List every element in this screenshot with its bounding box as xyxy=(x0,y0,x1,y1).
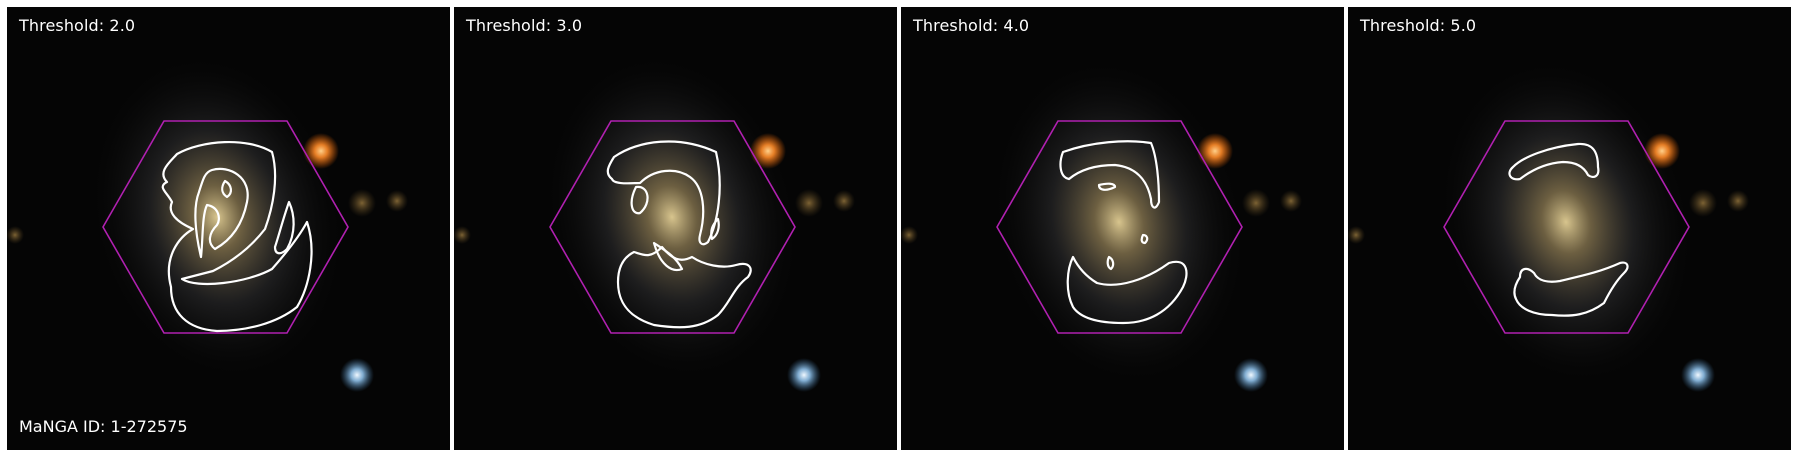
dim-star xyxy=(348,189,376,217)
contour-core-fragment xyxy=(652,241,684,272)
threshold-label: Threshold: 4.0 xyxy=(913,16,1030,35)
contour-arm xyxy=(273,200,295,255)
contour-small xyxy=(221,179,232,199)
hexagon-footprint xyxy=(549,120,796,334)
galaxy-image xyxy=(1348,64,1749,392)
dim-star xyxy=(795,189,823,217)
dim-star xyxy=(1242,189,1270,217)
galaxy-image xyxy=(901,64,1302,392)
manga-id-label: MaNGA ID: 1-272575 xyxy=(19,417,188,436)
dim-star xyxy=(1348,226,1365,244)
orange-star xyxy=(1644,133,1680,169)
galaxy-glow xyxy=(995,64,1243,380)
orange-star xyxy=(750,133,786,169)
contour-inner-loop xyxy=(630,185,649,215)
galaxy-image xyxy=(7,59,408,392)
panel-threshold-5: Threshold: 5.0 xyxy=(1348,7,1791,450)
blue-star xyxy=(1681,358,1715,392)
panel-threshold-3: Threshold: 3.0 xyxy=(454,7,897,450)
dim-star xyxy=(386,190,408,212)
galaxy-glow xyxy=(1442,64,1690,380)
hexagon-footprint xyxy=(996,120,1243,334)
dim-star xyxy=(1280,190,1302,212)
contour-arm xyxy=(710,217,720,241)
panel-threshold-2: Threshold: 2.0 MaNGA ID: 1-272575 xyxy=(7,7,450,450)
hexagon-footprint xyxy=(102,120,349,334)
dim-star xyxy=(1727,190,1749,212)
galaxy-image xyxy=(454,59,855,392)
contour-inner xyxy=(194,167,249,259)
galaxy-glow xyxy=(548,59,796,375)
contour-small xyxy=(1106,255,1115,271)
contour-lower-arc xyxy=(616,245,752,329)
panel-threshold-4: Threshold: 4.0 xyxy=(901,7,1344,450)
dim-star xyxy=(7,226,24,244)
contour-upper-arc xyxy=(606,140,721,246)
contours xyxy=(1059,140,1188,325)
contours xyxy=(161,140,313,333)
hexagon-footprint xyxy=(1443,120,1690,334)
threshold-label: Threshold: 3.0 xyxy=(466,16,583,35)
contour-lower-arc xyxy=(1513,261,1629,317)
dim-star xyxy=(833,190,855,212)
contour-small xyxy=(1097,182,1117,191)
blue-star xyxy=(340,358,374,392)
contour-small xyxy=(1140,233,1149,245)
blue-star xyxy=(787,358,821,392)
contours xyxy=(1508,142,1629,317)
dim-star xyxy=(1689,189,1717,217)
contours xyxy=(606,140,752,329)
contour-upper-arc xyxy=(1059,140,1161,209)
threshold-label: Threshold: 2.0 xyxy=(19,16,136,35)
orange-star xyxy=(1197,133,1233,169)
contour-upper-arc xyxy=(1508,142,1600,181)
dim-star xyxy=(901,226,918,244)
contour-outer xyxy=(161,140,313,333)
contour-lower-arc xyxy=(1066,255,1188,325)
threshold-label: Threshold: 5.0 xyxy=(1360,16,1477,35)
blue-star xyxy=(1234,358,1268,392)
galaxy-glow xyxy=(93,59,341,375)
orange-star xyxy=(303,133,339,169)
dim-star xyxy=(454,226,471,244)
